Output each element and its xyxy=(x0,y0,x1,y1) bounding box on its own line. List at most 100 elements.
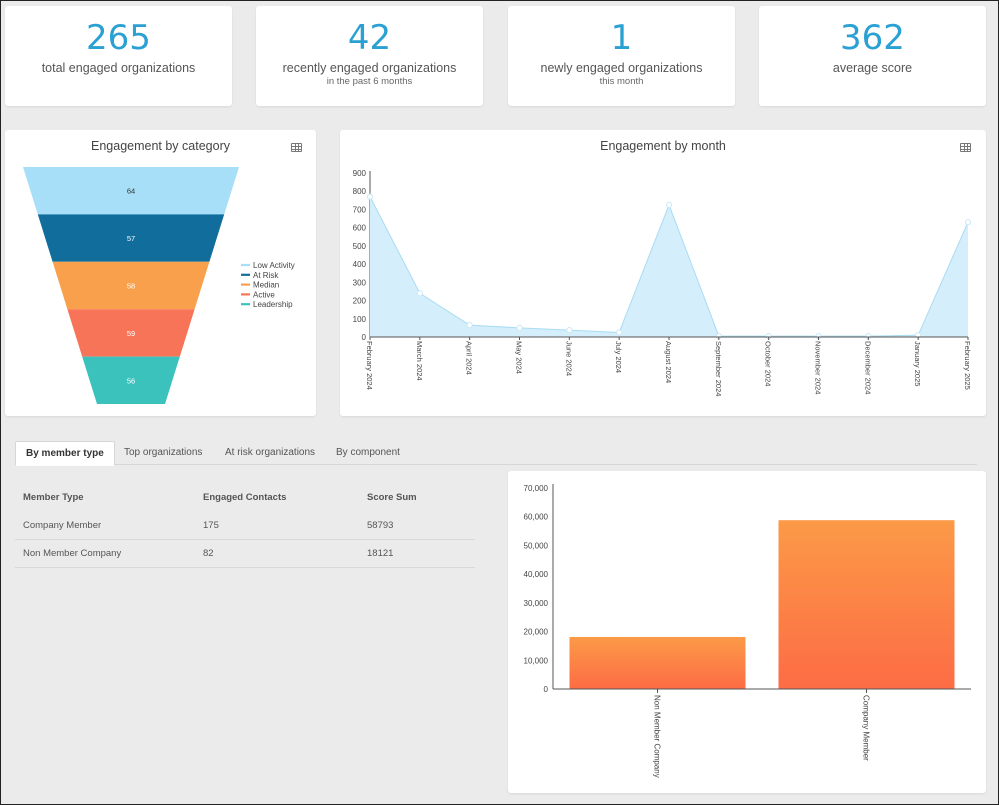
kpi-sublabel: in the past 6 months xyxy=(326,76,413,87)
tab-bar: By member type Top organizations At risk… xyxy=(15,441,977,466)
tab-by-component[interactable]: By component xyxy=(336,447,400,458)
kpi-label: newly engaged organizations xyxy=(540,61,703,75)
x-tick-label: December 2024 xyxy=(863,341,872,394)
bar xyxy=(778,520,955,689)
month-chart-title: Engagement by month xyxy=(600,139,726,153)
bar-chart: 0 10,000 20,000 30,000 40,000 50,000 60,000 70,… xyxy=(524,484,971,778)
legend-label: Active xyxy=(253,290,275,299)
y-tick-label: 20,000 xyxy=(524,628,549,637)
data-point xyxy=(466,322,473,329)
table-row[interactable]: Non Member Company 82 18121 xyxy=(15,540,475,568)
x-tick-label: July 2024 xyxy=(614,341,623,373)
y-tick-label: 0 xyxy=(362,333,367,342)
funnel-segment xyxy=(82,356,180,404)
column-header[interactable]: Score Sum xyxy=(367,492,417,503)
table-icon[interactable] xyxy=(291,143,302,152)
x-tick-label: Non Member Company xyxy=(653,695,662,778)
data-point xyxy=(366,193,374,200)
y-tick-label: 900 xyxy=(353,169,367,178)
y-tick-label: 600 xyxy=(353,224,367,233)
y-tick-label: 70,000 xyxy=(524,484,549,493)
x-tick-label: September 2024 xyxy=(714,341,723,396)
column-header[interactable]: Engaged Contacts xyxy=(203,492,287,503)
y-tick-label: 0 xyxy=(544,685,549,694)
y-tick-label: 60,000 xyxy=(524,513,549,522)
funnel-segment xyxy=(67,309,195,357)
x-tick-label: March 2024 xyxy=(415,341,424,381)
y-tick-label: 100 xyxy=(353,315,367,324)
legend-label: Low Activity xyxy=(253,261,295,270)
category-chart-card: Engagement by category 64 57 58 59 56 Low Act… xyxy=(5,130,316,416)
y-tick-label: 800 xyxy=(353,187,367,196)
data-point xyxy=(516,324,523,331)
table-icon[interactable] xyxy=(960,143,971,152)
funnel-segment xyxy=(23,167,239,215)
kpi-label: average score xyxy=(832,61,913,75)
kpi-value: 362 xyxy=(840,18,905,58)
data-point xyxy=(616,329,623,336)
table-row[interactable]: Company Member 175 58793 xyxy=(15,512,475,540)
tab-top-organizations[interactable]: Top organizations xyxy=(124,447,203,458)
y-tick-label: 500 xyxy=(353,242,367,251)
x-tick-label: November 2024 xyxy=(814,341,823,394)
kpi-newly-engaged: 1 newly engaged organizations this month xyxy=(508,6,735,106)
y-tick-label: 700 xyxy=(353,205,367,214)
x-tick-label: June 2024 xyxy=(564,341,573,376)
legend-label: Median xyxy=(253,281,279,290)
kpi-total-engaged: 265 total engaged organizations xyxy=(5,6,232,106)
x-tick-label: April 2024 xyxy=(465,341,474,375)
data-point xyxy=(964,219,972,226)
x-tick-label: February 2025 xyxy=(963,341,972,390)
x-tick-label: Company Member xyxy=(862,695,871,761)
month-chart-card: Engagement by month 0 100 200 300 400 500 600 7… xyxy=(340,130,986,416)
bar xyxy=(569,636,746,689)
table-cell: Non Member Company xyxy=(23,548,122,559)
funnel-segment xyxy=(52,261,210,310)
y-tick-label: 200 xyxy=(353,297,367,306)
funnel-data-label: 59 xyxy=(127,329,135,338)
member-bar-chart-card: 0 10,000 20,000 30,000 40,000 50,000 60,000 70,… xyxy=(508,471,986,793)
kpi-label: recently engaged organizations xyxy=(282,61,457,75)
data-point xyxy=(566,326,573,334)
kpi-sublabel: this month xyxy=(599,76,644,87)
funnel-data-label: 57 xyxy=(127,234,135,243)
column-header[interactable]: Member Type xyxy=(23,492,84,503)
data-point xyxy=(665,201,673,208)
tab-at-risk-organizations[interactable]: At risk organizations xyxy=(225,447,316,458)
table-header-row: Member Type Engaged Contacts Score Sum xyxy=(15,483,475,512)
x-tick-label: February 2024 xyxy=(365,341,374,390)
x-tick-label: August 2024 xyxy=(664,341,673,383)
funnel-data-label: 56 xyxy=(127,376,135,385)
table-cell: 58793 xyxy=(367,520,394,531)
kpi-average-score: 362 average score xyxy=(759,6,986,106)
y-tick-label: 400 xyxy=(353,260,367,269)
data-point xyxy=(416,290,423,297)
funnel-segment xyxy=(37,214,225,262)
kpi-recently-engaged: 42 recently engaged organizations in the… xyxy=(256,6,483,106)
y-tick-label: 10,000 xyxy=(524,656,549,665)
funnel-data-label: 64 xyxy=(127,187,135,196)
y-tick-label: 30,000 xyxy=(524,599,549,608)
kpi-value: 1 xyxy=(610,18,633,58)
area-fill xyxy=(370,196,968,337)
tab-by-member-type[interactable]: By member type xyxy=(15,441,115,466)
legend-label: Leadership xyxy=(253,300,293,309)
kpi-value: 265 xyxy=(86,18,151,58)
x-tick-label: January 2025 xyxy=(913,341,922,386)
y-tick-label: 40,000 xyxy=(524,570,549,579)
y-tick-label: 300 xyxy=(353,278,367,287)
y-tick-label: 50,000 xyxy=(524,541,549,550)
x-tick-label: October 2024 xyxy=(764,341,773,386)
funnel-data-label: 58 xyxy=(127,282,135,291)
area-chart: 0 100 200 300 400 500 600 700 800 900 February 202… xyxy=(353,169,972,396)
legend-label: At Risk xyxy=(253,271,279,280)
table-cell: 175 xyxy=(203,520,219,531)
x-tick-label: May 2024 xyxy=(515,341,524,374)
member-type-table: Member Type Engaged Contacts Score Sum C… xyxy=(15,483,475,568)
category-chart-title: Engagement by category xyxy=(91,139,230,153)
kpi-value: 42 xyxy=(347,18,392,58)
table-cell: Company Member xyxy=(23,520,102,531)
table-cell: 18121 xyxy=(367,548,394,559)
kpi-label: total engaged organizations xyxy=(41,61,196,75)
